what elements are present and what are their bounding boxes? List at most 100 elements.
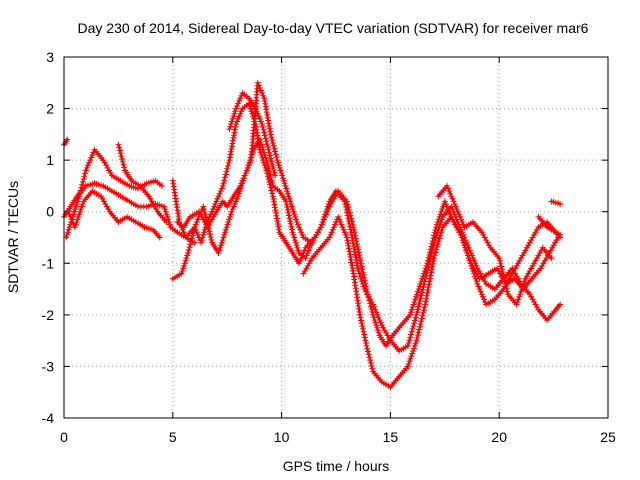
data-point-marker xyxy=(287,220,294,227)
data-point-marker xyxy=(547,247,554,254)
data-point-marker xyxy=(256,136,263,143)
data-point-marker xyxy=(294,244,301,251)
data-point-marker xyxy=(362,337,369,344)
data-point-marker xyxy=(413,337,420,344)
data-point-marker xyxy=(414,309,421,316)
data-point-marker xyxy=(422,301,429,308)
data-point-marker xyxy=(441,198,448,205)
data-point-marker xyxy=(191,224,198,231)
data-point-marker xyxy=(413,291,420,298)
data-point-marker xyxy=(436,235,443,242)
data-point-marker xyxy=(434,221,440,228)
data-point-marker xyxy=(72,221,79,228)
data-point-marker xyxy=(162,208,169,215)
data-point-marker xyxy=(66,211,73,218)
data-point-marker xyxy=(434,241,441,248)
data-point-marker xyxy=(192,221,199,228)
data-point-marker xyxy=(354,265,361,272)
data-point-marker xyxy=(481,278,488,285)
data-point-marker xyxy=(557,301,564,308)
data-point-marker xyxy=(361,334,368,341)
data-point-marker xyxy=(415,286,422,293)
data-point-marker xyxy=(272,172,279,179)
data-point-marker xyxy=(359,323,366,330)
data-point-marker xyxy=(224,165,231,172)
data-point-marker xyxy=(191,239,198,246)
data-point-marker xyxy=(368,362,375,369)
data-point-marker xyxy=(285,212,292,219)
data-point-marker xyxy=(404,342,411,349)
data-point-marker xyxy=(356,311,363,318)
data-point-marker xyxy=(461,242,468,249)
data-point-marker xyxy=(458,234,465,241)
data-point-marker xyxy=(460,221,467,228)
data-point-marker xyxy=(292,213,299,220)
data-point-marker xyxy=(217,188,224,195)
data-point-marker xyxy=(427,246,434,253)
data-point-marker xyxy=(213,198,220,205)
data-point-marker xyxy=(363,286,370,293)
series-track-6 xyxy=(169,100,318,282)
data-point-marker xyxy=(216,190,223,197)
data-point-marker xyxy=(352,235,359,242)
series-track-5 xyxy=(115,141,170,225)
data-point-marker xyxy=(275,162,282,169)
data-point-marker xyxy=(232,198,239,205)
data-point-marker xyxy=(478,229,485,236)
data-point-marker xyxy=(116,147,123,154)
data-point-marker xyxy=(496,255,503,262)
data-point-marker xyxy=(464,252,471,259)
data-point-marker xyxy=(364,291,371,298)
data-point-marker xyxy=(278,170,285,176)
data-point-marker xyxy=(337,219,344,225)
data-point-marker xyxy=(367,300,374,307)
data-point-marker xyxy=(237,95,244,102)
data-point-marker xyxy=(357,257,364,264)
data-point-marker xyxy=(364,345,371,352)
data-point-marker xyxy=(215,250,222,256)
data-point-marker xyxy=(79,201,86,207)
data-point-marker xyxy=(224,162,231,169)
data-point-marker xyxy=(288,223,295,230)
grid-lines xyxy=(64,57,608,418)
data-point-marker xyxy=(268,177,275,184)
data-point-marker xyxy=(260,149,267,156)
data-point-marker xyxy=(481,296,487,303)
data-point-marker xyxy=(234,195,240,202)
data-point-marker xyxy=(74,198,81,205)
data-point-marker xyxy=(235,190,242,197)
data-point-marker xyxy=(362,280,369,287)
data-point-marker xyxy=(261,152,268,158)
data-point-marker xyxy=(500,274,507,281)
data-point-marker xyxy=(118,153,125,160)
series-track-10 xyxy=(435,182,555,308)
data-point-marker xyxy=(454,208,461,215)
data-point-marker xyxy=(331,221,338,228)
data-point-marker xyxy=(266,168,273,175)
data-point-marker xyxy=(348,215,355,222)
data-point-marker xyxy=(424,260,431,267)
data-point-marker xyxy=(267,131,274,138)
data-point-marker xyxy=(349,218,355,225)
data-point-marker xyxy=(475,283,482,290)
data-point-marker xyxy=(413,311,420,318)
data-point-marker xyxy=(218,185,225,192)
data-point-marker xyxy=(459,219,466,225)
data-point-marker xyxy=(449,216,456,223)
data-point-marker xyxy=(81,173,88,180)
data-point-marker xyxy=(449,195,456,202)
data-point-marker xyxy=(338,221,345,228)
data-point-marker xyxy=(206,228,213,235)
data-point-marker xyxy=(197,211,203,218)
data-point-marker xyxy=(68,216,75,223)
data-point-marker xyxy=(361,331,368,338)
data-point-marker xyxy=(288,226,295,233)
data-point-marker xyxy=(442,201,449,207)
data-point-marker xyxy=(357,314,364,321)
data-point-marker xyxy=(238,108,245,115)
data-point-marker xyxy=(430,255,437,262)
y-axis-label: SDTVAR / TECUs xyxy=(5,181,21,293)
data-point-marker xyxy=(264,141,271,148)
data-point-marker xyxy=(181,260,188,267)
data-point-marker xyxy=(408,331,414,338)
